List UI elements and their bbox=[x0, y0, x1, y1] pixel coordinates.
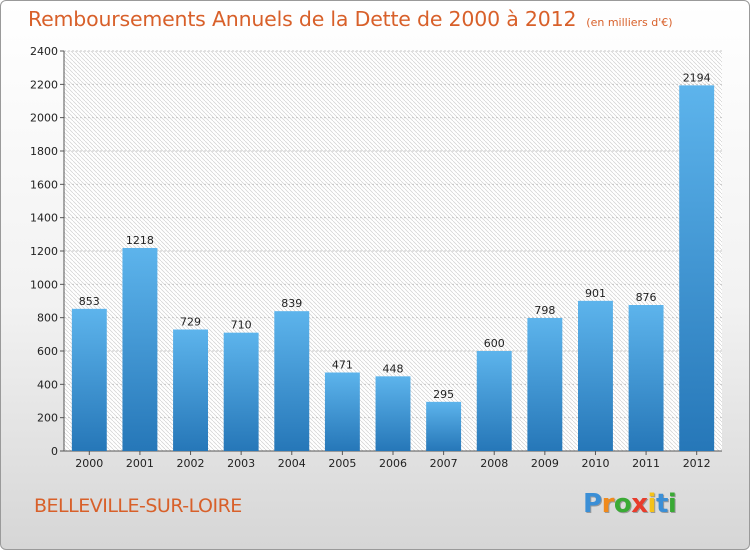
y-tick-label: 200 bbox=[37, 412, 58, 425]
x-tick-label: 2010 bbox=[581, 457, 609, 470]
data-label: 295 bbox=[433, 388, 454, 401]
proxiti-logo: Proxiti bbox=[583, 489, 677, 519]
logo-letter: o bbox=[613, 489, 632, 519]
bar bbox=[527, 318, 563, 451]
logo-letter: r bbox=[601, 489, 615, 519]
y-tick-label: 1400 bbox=[30, 212, 58, 225]
bar bbox=[577, 300, 613, 451]
bar bbox=[274, 311, 310, 451]
bar bbox=[223, 332, 259, 451]
title-line: Remboursements Annuels de la Dette de 20… bbox=[28, 7, 673, 31]
data-label: 471 bbox=[332, 359, 353, 372]
data-label: 853 bbox=[79, 295, 100, 308]
logo-letter: x bbox=[631, 489, 648, 519]
bar bbox=[122, 248, 158, 451]
data-label: 729 bbox=[180, 316, 201, 329]
plot-area: 0 200 400 600 800 1000 1200 1400 1600 1800 2000 220… bbox=[30, 45, 722, 470]
y-tick-label: 2400 bbox=[30, 45, 58, 58]
data-label: 710 bbox=[231, 319, 252, 332]
data-label: 798 bbox=[534, 304, 555, 317]
y-tick-label: 1200 bbox=[30, 245, 58, 258]
x-tick-label: 2003 bbox=[227, 457, 255, 470]
data-label: 600 bbox=[484, 337, 505, 350]
chart-subtitle: (en milliers d'€) bbox=[586, 16, 673, 29]
data-label: 448 bbox=[383, 362, 404, 375]
data-label: 2194 bbox=[683, 71, 711, 84]
bar bbox=[324, 372, 360, 451]
bar bbox=[476, 351, 512, 451]
x-tick-label: 2011 bbox=[632, 457, 660, 470]
bar bbox=[426, 401, 462, 451]
bar bbox=[679, 85, 715, 451]
y-tick-label: 600 bbox=[37, 345, 58, 358]
bar bbox=[628, 305, 664, 451]
logo-letter: P bbox=[583, 489, 602, 519]
x-tick-label: 2002 bbox=[177, 457, 205, 470]
logo-letter: t bbox=[655, 489, 668, 519]
y-tick-label: 1600 bbox=[30, 178, 58, 191]
data-label: 1218 bbox=[126, 234, 154, 247]
logo-letter: i bbox=[647, 489, 657, 519]
logo-letter: i bbox=[667, 489, 677, 519]
y-tick-label: 400 bbox=[37, 378, 58, 391]
x-tick-label: 2006 bbox=[379, 457, 407, 470]
y-tick-label: 1800 bbox=[30, 145, 58, 158]
y-tick-label: 1000 bbox=[30, 278, 58, 291]
bar bbox=[375, 376, 411, 451]
x-tick-label: 2008 bbox=[480, 457, 508, 470]
y-tick-label: 2000 bbox=[30, 112, 58, 125]
x-tick-label: 2007 bbox=[430, 457, 458, 470]
commune-name: BELLEVILLE-SUR-LOIRE bbox=[34, 495, 242, 517]
bar bbox=[71, 308, 107, 451]
y-tick-label: 0 bbox=[51, 445, 58, 458]
data-label: 876 bbox=[636, 291, 657, 304]
x-tick-label: 2001 bbox=[126, 457, 154, 470]
data-label: 839 bbox=[281, 297, 302, 310]
x-tick-label: 2012 bbox=[683, 457, 711, 470]
x-tick-label: 2009 bbox=[531, 457, 559, 470]
y-tick-label: 2200 bbox=[30, 78, 58, 91]
x-tick-label: 2005 bbox=[328, 457, 356, 470]
x-tick-label: 2004 bbox=[278, 457, 306, 470]
data-label: 901 bbox=[585, 287, 606, 300]
chart-title: Remboursements Annuels de la Dette de 20… bbox=[28, 7, 577, 31]
y-tick-label: 800 bbox=[37, 312, 58, 325]
bar bbox=[173, 329, 209, 451]
x-tick-label: 2000 bbox=[75, 457, 103, 470]
